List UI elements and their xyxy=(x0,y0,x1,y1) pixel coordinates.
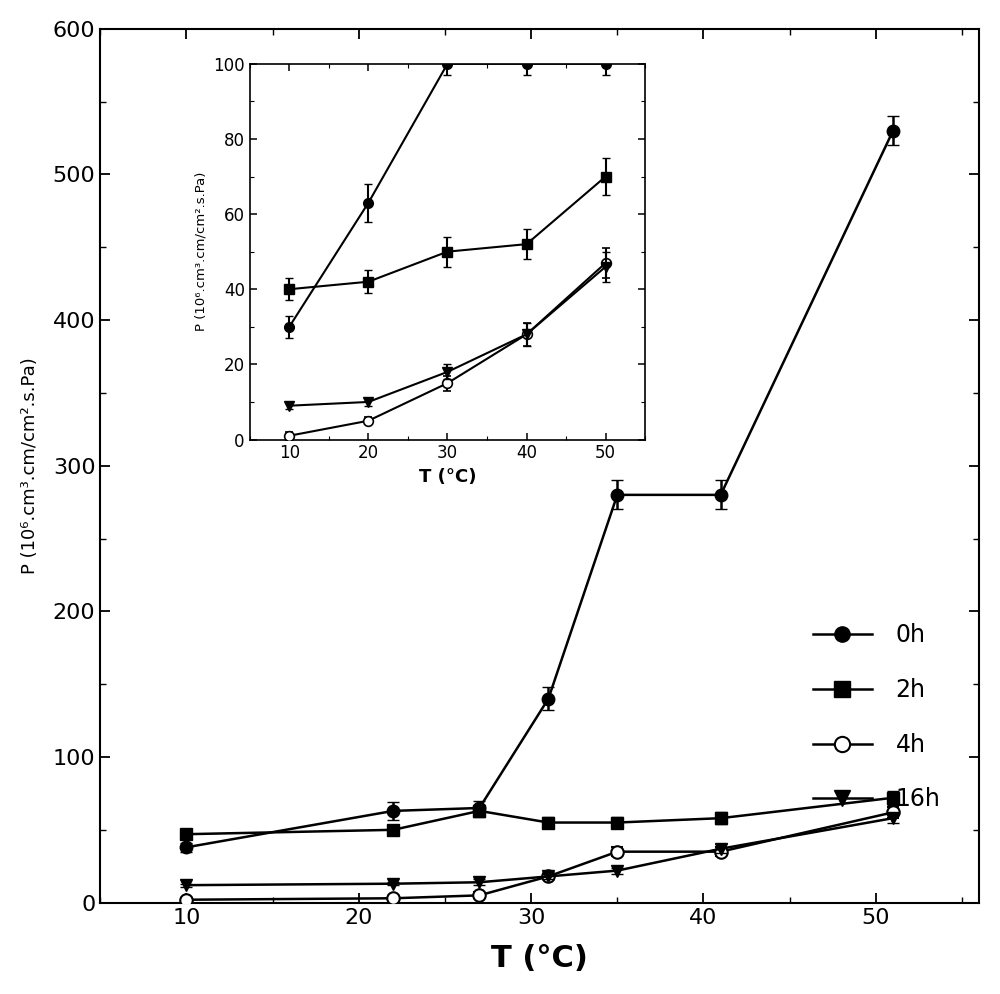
Y-axis label: P (10⁶.cm³.cm/cm².s.Pa): P (10⁶.cm³.cm/cm².s.Pa) xyxy=(21,358,39,575)
X-axis label: T (°C): T (°C) xyxy=(491,944,588,973)
Legend: 0h, 2h, 4h, 16h: 0h, 2h, 4h, 16h xyxy=(803,614,950,821)
